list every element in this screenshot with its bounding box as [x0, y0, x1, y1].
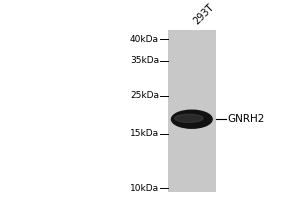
- Ellipse shape: [175, 114, 203, 122]
- Text: 35kDa: 35kDa: [130, 56, 159, 65]
- Text: 40kDa: 40kDa: [130, 35, 159, 44]
- Text: 10kDa: 10kDa: [130, 184, 159, 193]
- Bar: [168, 30, 216, 192]
- Ellipse shape: [172, 110, 212, 128]
- Text: GNRH2: GNRH2: [228, 114, 265, 124]
- Text: 293T: 293T: [192, 2, 216, 26]
- Text: 25kDa: 25kDa: [130, 91, 159, 100]
- Text: 15kDa: 15kDa: [130, 129, 159, 138]
